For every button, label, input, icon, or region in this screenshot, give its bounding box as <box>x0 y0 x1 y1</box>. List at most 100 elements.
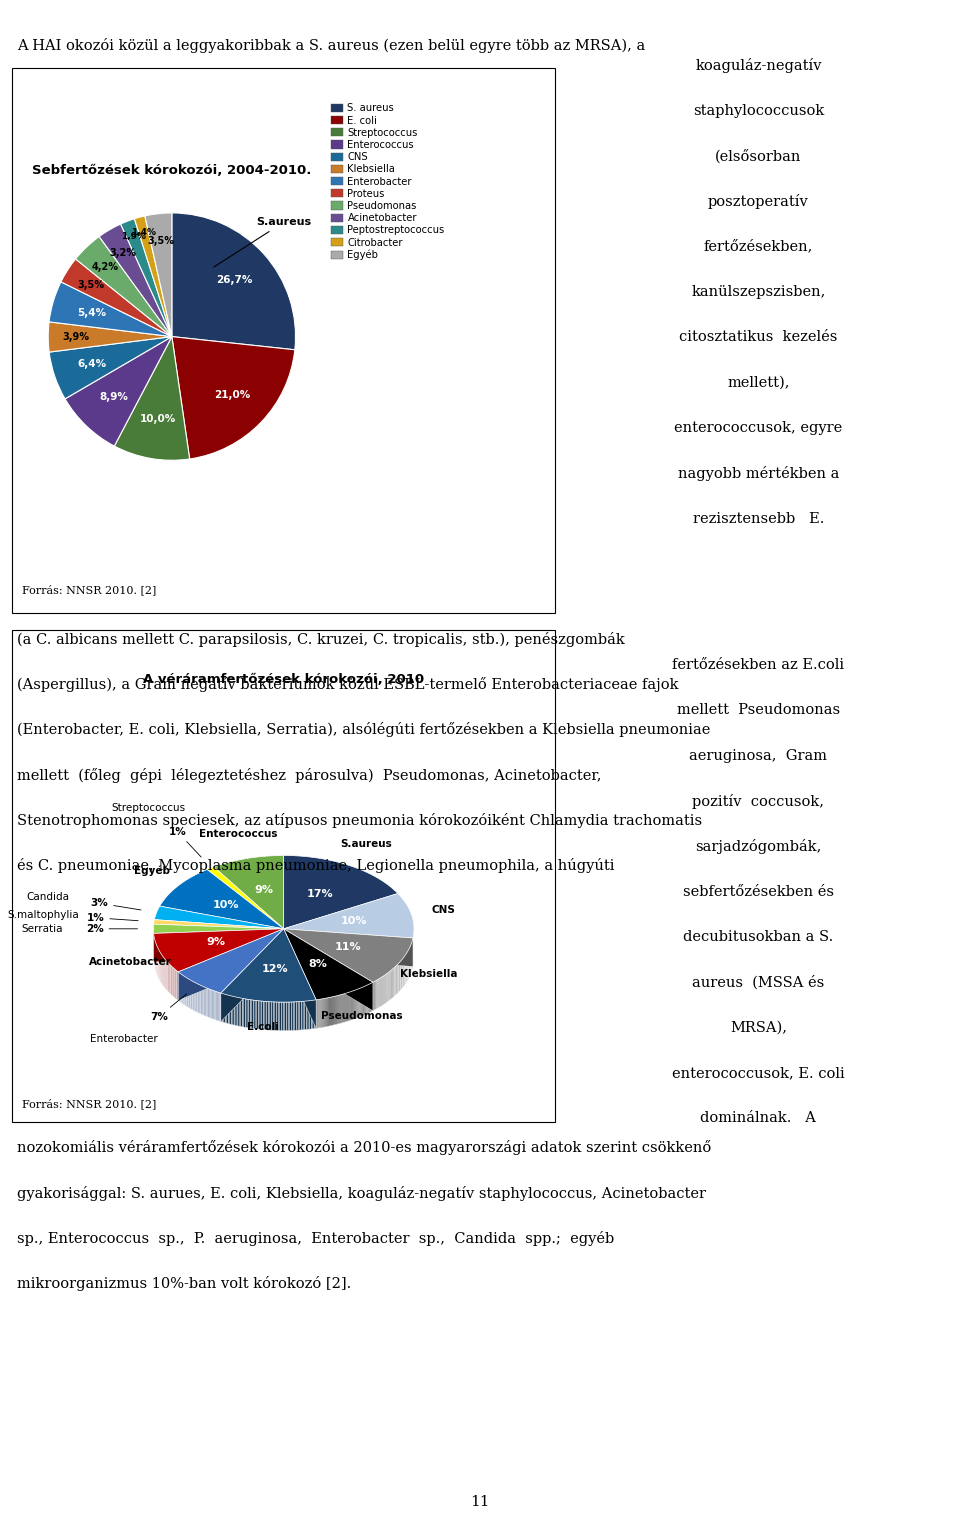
Text: 7%: 7% <box>150 994 186 1022</box>
Polygon shape <box>272 1002 274 1030</box>
Text: 26,7%: 26,7% <box>216 275 252 286</box>
Text: Stenotrophomonas speciesek, az atípusos pneumonia kórokozóiként Chlamydia tracho: Stenotrophomonas speciesek, az atípusos … <box>17 813 703 828</box>
PathPatch shape <box>207 867 283 928</box>
Title: Sebfertőzések kórokozói, 2004-2010.: Sebfertőzések kórokozói, 2004-2010. <box>33 163 312 177</box>
Text: Forrás: NNSR 2010. [2]: Forrás: NNSR 2010. [2] <box>22 1099 156 1110</box>
Text: kanülszepszisben,: kanülszepszisben, <box>691 284 826 300</box>
Wedge shape <box>172 337 295 460</box>
Text: rezisztensebb   E.: rezisztensebb E. <box>693 512 824 526</box>
Text: staphylococcusok: staphylococcusok <box>693 103 824 118</box>
Text: decubitusokban a S.: decubitusokban a S. <box>684 930 833 944</box>
Polygon shape <box>255 1001 256 1030</box>
Wedge shape <box>49 281 172 337</box>
Polygon shape <box>228 994 229 1024</box>
Text: aureus  (MSSA és: aureus (MSSA és <box>692 976 825 990</box>
Polygon shape <box>313 1001 315 1028</box>
Text: 1,9%: 1,9% <box>121 232 146 241</box>
Text: Egyéb: Egyéb <box>133 865 170 876</box>
Polygon shape <box>345 993 346 1022</box>
Polygon shape <box>323 999 324 1027</box>
Text: 17%: 17% <box>307 888 333 899</box>
Polygon shape <box>295 1002 297 1030</box>
Polygon shape <box>303 1001 304 1030</box>
Text: 4,2%: 4,2% <box>92 261 119 272</box>
Polygon shape <box>286 1002 288 1031</box>
Wedge shape <box>48 321 172 352</box>
Text: 3,9%: 3,9% <box>61 332 89 341</box>
Text: gyakorisággal: S. aurues, E. coli, Klebsiella, koaguláz-negatív staphylococcus, : gyakorisággal: S. aurues, E. coli, Klebs… <box>17 1187 707 1200</box>
Polygon shape <box>304 1001 306 1030</box>
PathPatch shape <box>155 907 283 928</box>
Text: Pseudomonas: Pseudomonas <box>322 1010 403 1021</box>
Text: mellett  Pseudomonas: mellett Pseudomonas <box>677 704 840 718</box>
Text: posztoperatív: posztoperatív <box>708 195 808 209</box>
Polygon shape <box>285 1002 286 1031</box>
Polygon shape <box>308 1001 310 1030</box>
Text: aeruginosa,  Gram: aeruginosa, Gram <box>689 749 828 762</box>
Polygon shape <box>346 993 347 1022</box>
Polygon shape <box>229 996 231 1025</box>
Polygon shape <box>278 1002 279 1031</box>
Polygon shape <box>283 928 372 1011</box>
Text: 9%: 9% <box>206 938 226 947</box>
Polygon shape <box>382 976 383 1005</box>
Polygon shape <box>251 999 252 1028</box>
PathPatch shape <box>283 893 414 938</box>
Polygon shape <box>315 1001 316 1028</box>
Text: koaguláz-negatív: koaguláz-negatív <box>695 58 822 74</box>
Polygon shape <box>334 996 335 1025</box>
Polygon shape <box>270 1002 272 1030</box>
Text: Candida: Candida <box>27 891 70 902</box>
Polygon shape <box>279 1002 281 1031</box>
Polygon shape <box>221 928 283 1022</box>
Polygon shape <box>372 982 374 1011</box>
Polygon shape <box>331 998 332 1025</box>
Polygon shape <box>283 928 316 1028</box>
Wedge shape <box>65 337 172 446</box>
Polygon shape <box>316 999 317 1028</box>
Polygon shape <box>330 998 331 1025</box>
Text: 3,5%: 3,5% <box>148 235 175 246</box>
Polygon shape <box>258 1001 260 1030</box>
Polygon shape <box>310 1001 311 1030</box>
Polygon shape <box>344 993 345 1022</box>
Polygon shape <box>179 928 283 1001</box>
Polygon shape <box>247 999 249 1028</box>
Text: MRSA),: MRSA), <box>730 1021 787 1034</box>
Wedge shape <box>145 214 172 337</box>
PathPatch shape <box>154 919 283 928</box>
Polygon shape <box>337 996 338 1024</box>
Text: S.maltophylia: S.maltophylia <box>8 910 80 921</box>
Text: 21,0%: 21,0% <box>214 390 251 400</box>
Text: (Enterobacter, E. coli, Klebsiella, Serratia), alsólégúti fertőzésekben a Klebsi: (Enterobacter, E. coli, Klebsiella, Serr… <box>17 722 710 738</box>
Polygon shape <box>154 928 283 962</box>
Text: Serratia: Serratia <box>22 924 63 934</box>
Polygon shape <box>301 1001 303 1030</box>
Polygon shape <box>237 998 239 1027</box>
Text: nagyobb mértékben a: nagyobb mértékben a <box>678 466 839 481</box>
Polygon shape <box>275 1002 276 1030</box>
Polygon shape <box>154 928 283 962</box>
Polygon shape <box>342 994 343 1022</box>
Polygon shape <box>249 999 251 1028</box>
Text: 10%: 10% <box>212 901 239 910</box>
Polygon shape <box>340 994 341 1024</box>
Polygon shape <box>242 999 244 1027</box>
Polygon shape <box>239 998 241 1027</box>
Text: dominálnak.   A: dominálnak. A <box>701 1111 816 1125</box>
PathPatch shape <box>159 870 283 928</box>
Polygon shape <box>380 978 381 1007</box>
PathPatch shape <box>179 928 283 993</box>
Polygon shape <box>283 928 413 967</box>
Text: 9%: 9% <box>254 885 274 895</box>
Text: (Aspergillus), a Gram negatív baktériumok közül ESBL-termelő Enterobacteriaceae : (Aspergillus), a Gram negatív baktériumo… <box>17 676 679 692</box>
PathPatch shape <box>283 856 397 928</box>
Polygon shape <box>339 994 340 1024</box>
Text: 1,4%: 1,4% <box>132 227 156 237</box>
Text: Enterococcus: Enterococcus <box>199 828 277 839</box>
Polygon shape <box>226 994 227 1024</box>
Polygon shape <box>233 996 234 1025</box>
Text: (a C. albicans mellett C. parapsilosis, C. kruzei, C. tropicalis, stb.), penészg: (a C. albicans mellett C. parapsilosis, … <box>17 632 625 647</box>
Polygon shape <box>267 1002 268 1030</box>
Wedge shape <box>76 237 172 337</box>
